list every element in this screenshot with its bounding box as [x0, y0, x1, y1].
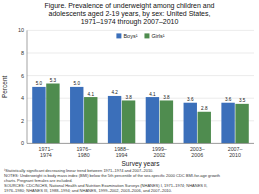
- x-tick-label-line: 1980: [78, 152, 90, 158]
- data-labels: 5.0 5.0 4.2 4.1 3.6 3.6 5.3 4.1 3.8 3.8 2.8 3.5: [36, 78, 246, 111]
- data-label: 3.8: [163, 95, 170, 100]
- data-label: 5.0: [74, 81, 81, 86]
- bar: [46, 84, 59, 144]
- bar: [32, 87, 45, 143]
- grid-line: [27, 75, 254, 76]
- bar: [70, 87, 83, 143]
- bar: [108, 96, 121, 143]
- x-tick-label-line: 1974: [40, 152, 52, 158]
- x-tick-label: 2007–2010: [228, 146, 243, 158]
- grid-line: [27, 53, 254, 54]
- grid-line: [27, 120, 254, 121]
- x-axis-line: [27, 143, 254, 144]
- bar: [122, 100, 135, 143]
- x-tick-label: 1971–1974: [39, 146, 54, 158]
- data-label: 2.8: [201, 106, 208, 111]
- data-label: 3.6: [225, 97, 232, 102]
- chart: Figure. Prevalence of underweight among …: [0, 0, 259, 194]
- y-axis-line: [27, 30, 28, 143]
- x-tick-label-line: 1994: [116, 152, 128, 158]
- legend-label: Girls¹: [151, 33, 164, 39]
- x-tick-label-line: 2006: [191, 152, 203, 158]
- y-tick-label: 8: [21, 50, 24, 56]
- x-tick-label: 1976–1980: [76, 146, 91, 158]
- bar: [198, 112, 211, 144]
- y-tick-label: 0: [21, 140, 24, 146]
- x-axis-label: Survey years: [122, 160, 161, 168]
- y-tick-label: 6: [21, 73, 24, 79]
- bar: [146, 97, 159, 143]
- x-tick-label: 2003–2006: [190, 146, 205, 158]
- y-tick-label: 4: [21, 95, 24, 101]
- title: Figure. Prevalence of underweight among …: [44, 2, 214, 26]
- y-tick-label: 2: [21, 118, 24, 124]
- x-tick-label-line: 2002: [154, 152, 166, 158]
- bar: [221, 103, 234, 144]
- grid-line: [27, 30, 254, 31]
- data-label: 3.6: [187, 97, 194, 102]
- plot-area: [27, 30, 254, 143]
- bar: [235, 104, 248, 144]
- data-label: 5.3: [50, 78, 57, 83]
- data-label: 4.1: [149, 92, 156, 97]
- x-tick-label-line: 2010: [229, 152, 241, 158]
- data-label: 3.5: [239, 98, 246, 103]
- legend: Boys¹ Girls¹: [116, 33, 164, 39]
- title-line: adolescents aged 2-19 years, by sex: Uni…: [49, 10, 211, 18]
- legend-swatch: [116, 33, 121, 38]
- title-line: Figure. Prevalence of underweight among …: [44, 2, 214, 10]
- data-label: 4.2: [111, 90, 118, 95]
- bar: [184, 103, 197, 144]
- data-label: 4.1: [88, 92, 95, 97]
- x-tick-label: 1999–2002: [152, 146, 167, 158]
- legend-swatch: [144, 33, 149, 38]
- grid-line: [27, 143, 254, 144]
- bar: [84, 97, 97, 143]
- bar: [160, 100, 173, 143]
- x-tick-label: 1988–1994: [114, 146, 129, 158]
- bars: [32, 84, 249, 144]
- legend-label: Boys¹: [123, 33, 137, 39]
- data-label: 5.0: [36, 81, 43, 86]
- y-tick-label: 10: [18, 27, 24, 33]
- footnote: ¹Statistically significant decreasing li…: [4, 168, 220, 193]
- footnote-line: 1976–1980; NHANES III, 1988–1994; and NH…: [4, 188, 172, 193]
- grid-line: [27, 98, 254, 99]
- data-label: 3.8: [125, 95, 132, 100]
- title-line: 1971–1974 through 2007–2010: [81, 18, 179, 26]
- y-axis-label: Percent: [1, 76, 8, 99]
